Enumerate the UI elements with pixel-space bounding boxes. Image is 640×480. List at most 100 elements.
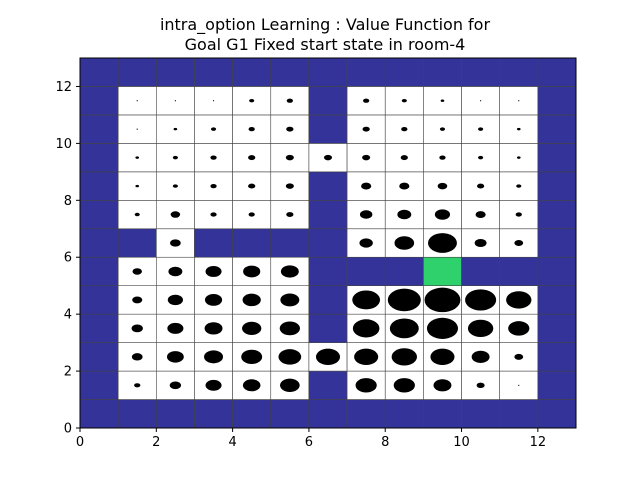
value-marker (362, 154, 371, 161)
x-tick-label: 8 (381, 435, 389, 450)
value-marker (478, 155, 484, 160)
value-marker (249, 98, 255, 103)
wall-cell (346, 57, 386, 87)
wall-cell (232, 399, 272, 429)
value-marker (394, 236, 415, 250)
wall-cell (537, 285, 577, 315)
value-marker (355, 378, 377, 393)
value-marker (166, 351, 184, 363)
wall-cell (79, 285, 119, 315)
value-marker (131, 324, 143, 333)
value-marker (359, 238, 373, 248)
value-marker (426, 317, 458, 339)
value-marker (170, 239, 181, 247)
wall-cell (194, 57, 233, 87)
value-marker (172, 155, 178, 160)
wall-cell (537, 370, 577, 400)
value-marker (135, 184, 140, 188)
value-marker (439, 127, 445, 131)
wall-cell (461, 256, 500, 286)
wall-cell (346, 256, 386, 286)
wall-cell (79, 399, 119, 429)
value-marker (168, 266, 183, 277)
x-tick-label: 12 (530, 435, 547, 450)
value-marker (242, 293, 261, 307)
value-marker (428, 233, 457, 253)
wall-cell (79, 57, 119, 87)
value-marker (352, 319, 380, 338)
value-marker (134, 383, 141, 388)
value-marker (136, 100, 138, 102)
value-marker (172, 184, 178, 188)
value-marker (280, 265, 299, 278)
value-marker (204, 294, 223, 306)
value-marker (518, 100, 520, 102)
x-axis: 0 2 4 6 8 10 12 (76, 428, 546, 450)
x-tick-label: 0 (76, 435, 84, 450)
plot-area (79, 57, 577, 429)
value-marker (352, 290, 381, 310)
wall-cell (499, 57, 539, 87)
value-marker (132, 296, 143, 304)
value-marker (476, 382, 485, 389)
wall-cell (499, 399, 539, 429)
wall-cell (308, 370, 348, 400)
value-marker (280, 378, 300, 393)
wall-cell (117, 399, 157, 429)
plot-frame (79, 57, 577, 429)
wall-cell (461, 57, 500, 87)
value-marker (173, 127, 178, 131)
open-cell (232, 86, 272, 116)
value-marker (279, 321, 300, 336)
wall-cell (308, 228, 348, 258)
y-tick-label: 4 (64, 308, 72, 323)
wall-cell (79, 86, 119, 116)
value-marker (242, 379, 261, 392)
value-marker (248, 183, 256, 189)
value-marker (205, 379, 222, 391)
value-marker (506, 291, 532, 309)
value-marker (397, 209, 412, 220)
value-marker (170, 211, 181, 218)
value-marker (285, 154, 294, 161)
y-axis: 0 2 4 6 8 10 12 (55, 80, 80, 437)
value-marker (280, 293, 300, 307)
value-marker (248, 127, 255, 132)
value-marker (132, 268, 142, 275)
wall-cell (79, 313, 119, 343)
wall-cell (79, 228, 119, 258)
wall-cell (537, 86, 577, 116)
y-tick-label: 10 (55, 137, 72, 152)
wall-cell (537, 342, 577, 372)
wall-cell (232, 228, 272, 258)
x-tick-label: 6 (305, 435, 313, 450)
wall-cell (308, 200, 348, 230)
wall-cell (537, 399, 577, 429)
value-marker (131, 353, 143, 361)
wall-cell (270, 399, 310, 429)
y-tick-label: 12 (55, 80, 72, 95)
wall-cell (194, 399, 233, 429)
wall-cell (79, 342, 119, 372)
x-tick-label: 4 (228, 435, 236, 450)
wall-cell (308, 399, 348, 429)
value-marker (424, 287, 461, 313)
value-marker (467, 319, 494, 338)
wall-cell (117, 57, 157, 87)
wall-cell (537, 171, 577, 201)
value-marker (212, 100, 215, 102)
value-marker (514, 240, 524, 246)
wall-cell (308, 256, 348, 286)
wall-cell (156, 57, 195, 87)
value-marker (169, 381, 182, 390)
value-marker (387, 288, 421, 312)
value-marker (391, 348, 417, 366)
wall-cell (117, 228, 157, 258)
wall-cell (537, 228, 577, 258)
chart-title-line-2: Goal G1 Fixed start state in room-4 (185, 35, 466, 54)
wall-cell (308, 313, 348, 343)
wall-cell (270, 57, 310, 87)
value-marker (480, 100, 482, 102)
value-markers (131, 98, 532, 393)
value-marker (242, 321, 262, 335)
